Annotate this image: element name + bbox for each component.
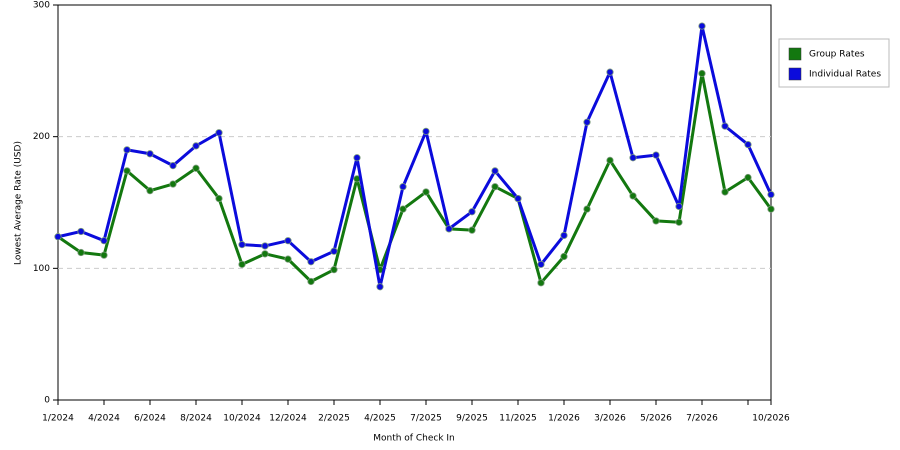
x-tick-label: 1/2026: [548, 414, 580, 424]
legend-label: Group Rates: [809, 50, 865, 60]
data-point: [54, 233, 62, 241]
data-point: [606, 156, 614, 164]
y-tick-label: 200: [33, 132, 50, 142]
data-point: [675, 202, 683, 211]
data-point: [721, 188, 729, 196]
data-point: [491, 167, 499, 175]
data-point: [238, 241, 246, 249]
data-point: [560, 231, 568, 240]
data-point: [721, 122, 729, 130]
data-point: [583, 205, 591, 213]
data-point: [606, 68, 614, 76]
legend-swatch: [788, 67, 802, 81]
data-point: [767, 205, 775, 213]
data-point: [514, 194, 522, 203]
data-point: [261, 242, 269, 250]
data-point: [698, 22, 706, 30]
data-point: [123, 146, 131, 154]
x-tick-label: 4/2024: [88, 414, 120, 424]
x-tick-label: 4/2025: [364, 414, 396, 424]
data-point: [583, 118, 591, 126]
data-point: [744, 140, 752, 149]
data-point: [192, 142, 200, 150]
x-tick-label: 7/2025: [410, 414, 442, 424]
data-point: [376, 283, 384, 291]
x-axis-label: Month of Check In: [373, 434, 455, 444]
data-point: [100, 237, 108, 245]
y-tick-label: 300: [33, 1, 50, 11]
x-tick-label: 2/2025: [318, 414, 350, 424]
x-tick-label: 5/2026: [640, 414, 672, 424]
x-tick-label: 6/2024: [134, 414, 166, 424]
data-point: [422, 188, 430, 196]
data-point: [422, 127, 430, 135]
data-point: [100, 251, 108, 259]
data-point: [468, 208, 476, 216]
data-point: [698, 69, 706, 78]
data-point: [629, 154, 637, 162]
data-point: [629, 192, 637, 200]
x-tick-label: 8/2024: [180, 414, 212, 424]
x-tick-label: 10/2026: [752, 414, 790, 424]
data-point: [284, 237, 292, 245]
y-tick-label: 100: [33, 264, 50, 274]
data-point: [399, 183, 407, 191]
data-point: [146, 187, 154, 195]
data-point: [169, 180, 177, 188]
data-point: [353, 154, 361, 162]
data-point: [675, 218, 683, 226]
y-tick-label: 0: [44, 396, 50, 406]
data-point: [652, 151, 660, 159]
x-tick-label: 9/2025: [456, 414, 488, 424]
data-point: [767, 191, 775, 199]
data-point: [537, 279, 545, 287]
x-tick-label: 12/2024: [269, 414, 307, 424]
data-point: [652, 217, 660, 225]
data-point: [146, 150, 154, 158]
data-point: [215, 194, 223, 203]
data-point: [468, 226, 476, 234]
data-point: [215, 129, 223, 137]
x-tick-label: 7/2026: [686, 414, 718, 424]
data-point: [238, 260, 246, 268]
data-point: [399, 205, 407, 213]
data-point: [537, 260, 545, 268]
data-point: [123, 167, 131, 175]
data-point: [307, 258, 315, 266]
legend-label: Individual Rates: [809, 70, 881, 80]
x-tick-label: 3/2026: [594, 414, 626, 424]
legend-swatch: [788, 47, 802, 61]
y-axis-label: Lowest Average Rate (USD): [14, 141, 24, 265]
data-point: [192, 164, 200, 172]
series-line: [57, 24, 773, 289]
x-tick-label: 10/2024: [223, 414, 261, 424]
data-point: [77, 227, 85, 236]
data-point: [284, 255, 292, 263]
data-point: [261, 250, 269, 258]
x-tick-label: 11/2025: [499, 414, 536, 424]
data-point: [77, 248, 85, 257]
data-point: [330, 266, 338, 274]
plot-area: [57, 4, 772, 401]
data-point: [445, 225, 453, 233]
data-point: [169, 162, 177, 170]
data-point: [307, 277, 315, 286]
data-point: [744, 173, 752, 182]
data-point: [330, 247, 338, 255]
x-tick-label: 1/2024: [42, 414, 74, 424]
data-point: [560, 252, 568, 261]
data-point: [491, 183, 499, 191]
series-line: [57, 71, 773, 285]
